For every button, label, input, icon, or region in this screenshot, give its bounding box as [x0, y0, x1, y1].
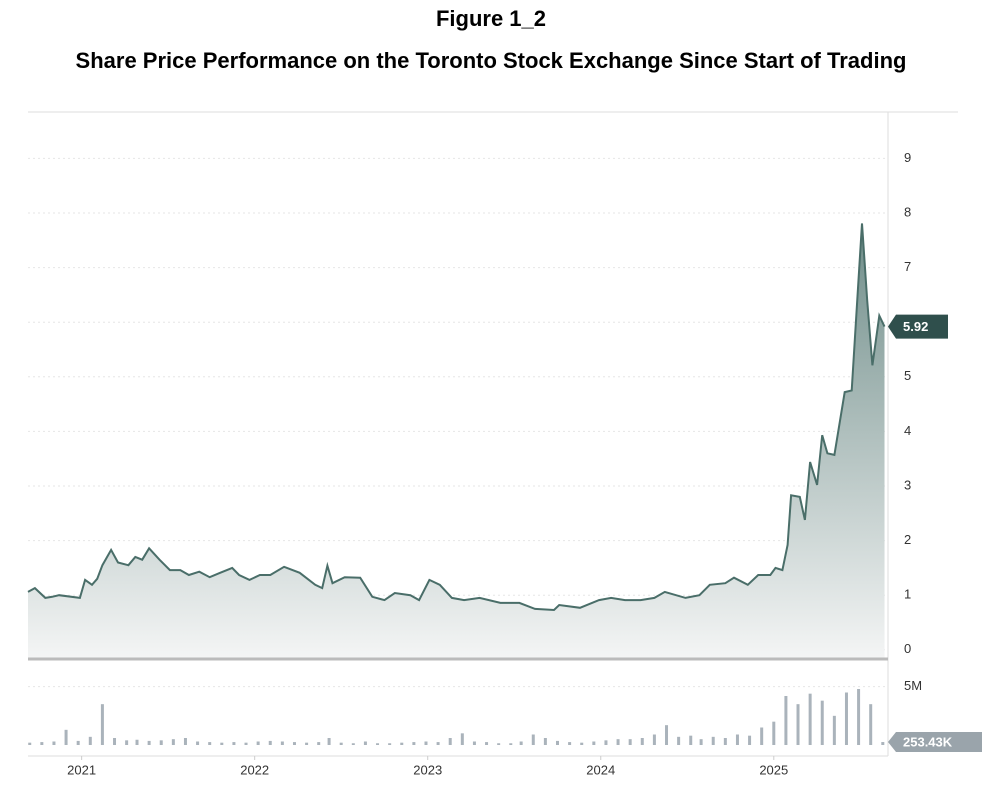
- area: [28, 223, 885, 658]
- volume-bar: [388, 743, 392, 745]
- volume-bar: [677, 736, 681, 745]
- volume-bar: [339, 742, 343, 745]
- y-tick-label: 4: [904, 423, 911, 438]
- volume-bar: [748, 735, 752, 745]
- chart-title: Figure 1_2: [436, 6, 546, 31]
- volume-bar: [723, 738, 727, 745]
- volume-bar: [844, 692, 848, 745]
- volume-bar: [735, 734, 739, 745]
- last-value-label: 5.92: [903, 319, 928, 334]
- last-value-tag: [888, 314, 948, 339]
- y-tick-label: 9: [904, 150, 911, 165]
- volume-bar: [256, 741, 260, 745]
- y-tick-label: 0: [904, 641, 911, 656]
- volume-bar: [436, 742, 440, 745]
- volume-bar: [485, 742, 489, 745]
- y-tick-label: 5: [904, 368, 911, 383]
- volume-bar: [76, 740, 80, 745]
- volume-bar: [159, 740, 163, 745]
- volume-bar: [772, 721, 776, 745]
- volume-bar: [699, 739, 703, 745]
- volume-bar: [784, 696, 788, 745]
- volume-bar: [568, 742, 572, 745]
- volume-bar: [543, 738, 547, 745]
- volume-bar: [351, 743, 355, 745]
- volume-bar: [808, 693, 812, 745]
- y-tick-label: 5M: [904, 678, 922, 693]
- volume-bar: [147, 740, 151, 745]
- volume-bar: [183, 738, 187, 745]
- volume-label: 253.43K: [903, 734, 953, 749]
- chart-subtitle: Share Price Performance on the Toronto S…: [76, 48, 907, 73]
- volume-bar: [497, 743, 501, 745]
- volume-bar: [881, 742, 885, 745]
- y-tick-label: 1: [904, 587, 911, 602]
- volume-bar: [509, 743, 513, 745]
- volume-bar: [460, 733, 464, 745]
- volume-bar: [88, 736, 92, 745]
- volume-bar: [628, 739, 632, 745]
- volume-bar: [616, 739, 620, 745]
- y-tick-label: 7: [904, 259, 911, 274]
- y-tick-label: 2: [904, 532, 911, 547]
- volume-bar: [208, 742, 212, 745]
- volume-bar: [268, 740, 272, 745]
- x-tick-label: 2025: [759, 762, 788, 777]
- volume-bar: [760, 727, 764, 745]
- x-tick-label: 2023: [413, 762, 442, 777]
- volume-bar: [555, 740, 559, 745]
- volume-bar: [376, 743, 380, 745]
- volume-bar: [292, 742, 296, 745]
- volume-bar: [531, 734, 535, 745]
- volume-bar: [305, 742, 309, 745]
- volume-bar: [857, 689, 861, 745]
- volume-bar: [317, 742, 321, 745]
- volume-bar: [196, 741, 200, 745]
- volume-bar: [363, 741, 367, 745]
- volume-bar: [472, 741, 476, 745]
- volume-bar: [832, 715, 836, 745]
- price-line: [27, 223, 886, 612]
- x-tick-label: 2021: [67, 762, 96, 777]
- volume-bar: [519, 741, 523, 745]
- volume-bar: [424, 741, 428, 745]
- volume-tag: [888, 732, 982, 753]
- volume-bar: [400, 742, 404, 745]
- volume-bar: [652, 734, 656, 745]
- volume-bar: [592, 741, 596, 745]
- volume-bar: [869, 704, 873, 745]
- volume-bar: [100, 704, 104, 745]
- x-tick-label: 2024: [586, 762, 615, 777]
- volume-bar: [327, 738, 331, 745]
- volume-bar: [220, 742, 224, 745]
- y-tick-label: 8: [904, 204, 911, 219]
- volume-bar: [64, 729, 68, 745]
- volume-bar: [232, 742, 236, 745]
- volume-bar: [244, 742, 248, 745]
- volume-bar: [580, 742, 584, 745]
- volume-bar: [28, 742, 32, 745]
- volume-bar: [280, 741, 284, 745]
- volume-bar: [604, 740, 608, 745]
- volume-bar: [171, 739, 175, 745]
- volume-bar: [135, 739, 139, 745]
- volume-bar: [448, 738, 452, 745]
- volume-bar: [820, 700, 824, 745]
- volume-bar: [711, 736, 715, 745]
- volume-bar: [689, 735, 693, 745]
- volume-bar: [52, 741, 56, 745]
- volume-bar: [665, 725, 669, 745]
- x-tick-label: 2022: [240, 762, 269, 777]
- volume-bar: [125, 740, 129, 745]
- volume-bar: [796, 704, 800, 745]
- volume-bar: [113, 738, 117, 745]
- volume-bar: [412, 742, 416, 745]
- volume-bar: [640, 738, 644, 745]
- volume-bar: [40, 742, 44, 745]
- y-tick-label: 3: [904, 477, 911, 492]
